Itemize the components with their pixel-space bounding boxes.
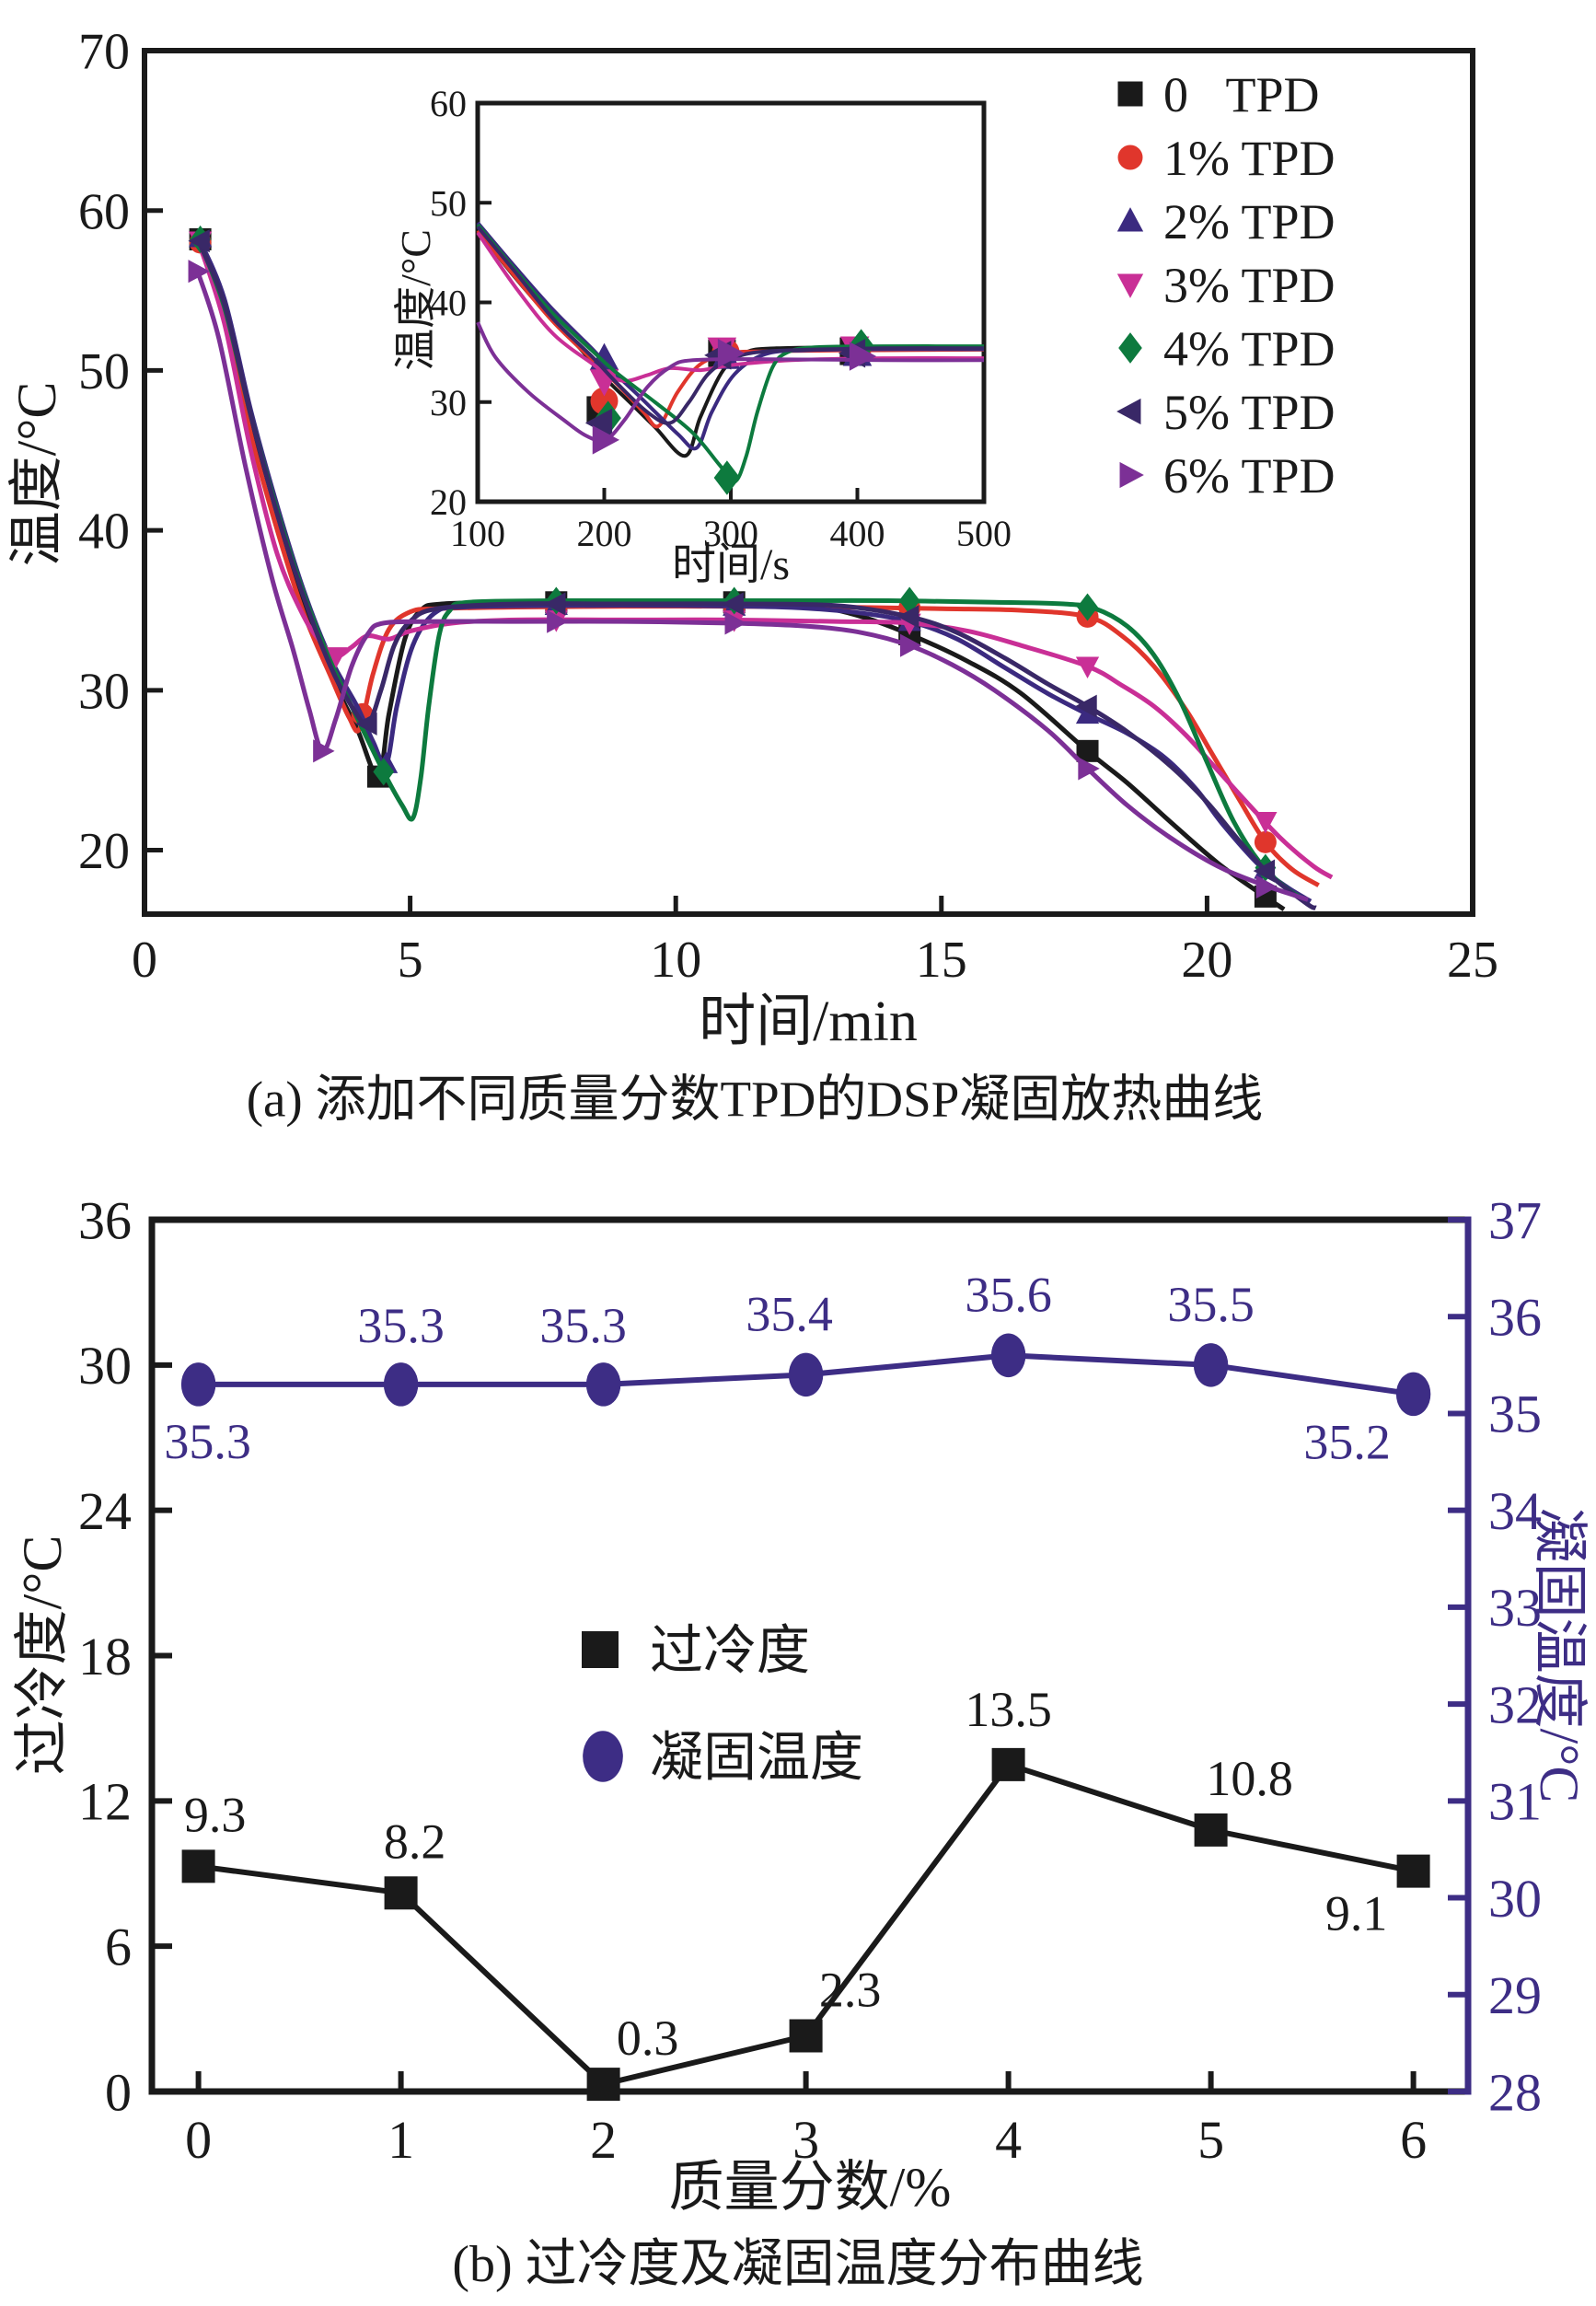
svg-text:2% TPD: 2% TPD: [1163, 194, 1336, 249]
svg-text:50: 50: [78, 343, 130, 400]
svg-text:20: 20: [430, 481, 467, 523]
svg-text:30: 30: [430, 382, 467, 423]
svg-text:35.5: 35.5: [1167, 1277, 1255, 1332]
inset-series: [476, 321, 985, 455]
svg-text:5: 5: [398, 932, 423, 989]
svg-text:1: 1: [387, 2110, 414, 2170]
svg-text:4: 4: [995, 2110, 1022, 2170]
svg-text:32: 32: [1488, 1674, 1542, 1734]
svg-text:31: 31: [1488, 1772, 1542, 1832]
svg-text:35.3: 35.3: [164, 1414, 251, 1469]
svg-text:3% TPD: 3% TPD: [1163, 258, 1336, 313]
svg-text:2: 2: [590, 2110, 617, 2170]
svg-text:50: 50: [430, 182, 467, 224]
svg-text:0.3: 0.3: [617, 2011, 679, 2066]
svg-text:36: 36: [1488, 1288, 1542, 1348]
chart-a-series: [188, 229, 1317, 910]
svg-text:6: 6: [1400, 2110, 1427, 2170]
svg-text:18: 18: [78, 1627, 132, 1686]
svg-text:10.8: 10.8: [1206, 1751, 1293, 1806]
svg-text:500: 500: [956, 513, 1012, 554]
svg-text:29: 29: [1488, 1965, 1542, 2025]
svg-text:过冷度: 过冷度: [650, 1620, 810, 1680]
svg-text:40: 40: [430, 283, 467, 324]
svg-text:70: 70: [78, 24, 130, 81]
svg-text:20: 20: [1181, 932, 1232, 989]
svg-text:凝固温度: 凝固温度: [650, 1727, 863, 1787]
svg-text:100: 100: [450, 513, 505, 554]
svg-text:300: 300: [703, 513, 758, 554]
svg-text:8.2: 8.2: [384, 1814, 446, 1869]
svg-text:40: 40: [78, 504, 130, 561]
svg-text:35.4: 35.4: [746, 1286, 833, 1341]
chart-b-series: 9.3 8.2 0.3 2.3 13.5 10.8 9.1: [181, 1682, 1430, 2102]
chart-a: 0 5 10 15 20 25 20 30 40 50 60 70: [78, 24, 1498, 989]
chart-a-x-axis-label: 时间/min: [699, 991, 918, 1053]
svg-text:35.3: 35.3: [539, 1298, 627, 1353]
svg-text:60: 60: [430, 83, 467, 124]
svg-text:13.5: 13.5: [965, 1682, 1052, 1737]
svg-text:37: 37: [1488, 1190, 1542, 1250]
svg-text:20: 20: [78, 823, 130, 880]
svg-text:2.3: 2.3: [819, 1962, 882, 2017]
svg-text:5: 5: [1197, 2110, 1224, 2170]
chart-b-left-y-axis-label: 过冷度/°C: [12, 1535, 73, 1776]
svg-text:6: 6: [105, 1917, 132, 1976]
svg-text:0: 0: [132, 932, 157, 989]
svg-text:0: 0: [105, 2062, 132, 2122]
svg-text:35.2: 35.2: [1303, 1414, 1391, 1469]
svg-text:34: 34: [1488, 1481, 1542, 1541]
svg-text:0: 0: [185, 2110, 212, 2170]
chart-a-legend: 0 TPD 1% TPD 2% TPD 3% TPD 4% TPD 5% TPD 6% TP…: [1116, 67, 1336, 504]
svg-text:36: 36: [78, 1190, 132, 1250]
svg-text:35: 35: [1488, 1385, 1542, 1444]
svg-text:10: 10: [650, 932, 701, 989]
svg-text:12: 12: [78, 1772, 132, 1832]
inset-x-axis-label: 时间/s: [671, 540, 791, 589]
chart-b-series: 35.3 35.3 35.3 35.4 35.6 35.5 35.2: [164, 1267, 1431, 1469]
svg-text:6% TPD: 6% TPD: [1163, 448, 1336, 504]
svg-text:35.6: 35.6: [965, 1267, 1052, 1322]
svg-text:4% TPD: 4% TPD: [1163, 321, 1336, 377]
chart-inset: 100 200 300 400 500 20 30 40 50 60: [430, 83, 1012, 554]
svg-text:60: 60: [78, 183, 130, 240]
svg-text:30: 30: [78, 663, 130, 720]
chart-b-x-axis-label: 质量分数/%: [668, 2157, 952, 2218]
chart-a-series: [188, 260, 1309, 902]
caption-b: (b) 过冷度及凝固温度分布曲线: [452, 2236, 1144, 2293]
svg-text:24: 24: [78, 1481, 132, 1541]
svg-text:30: 30: [78, 1336, 132, 1396]
chart-a-y-axis-label: 温度/°C: [6, 381, 67, 567]
svg-text:1% TPD: 1% TPD: [1163, 131, 1336, 186]
svg-text:15: 15: [916, 932, 967, 989]
svg-text:9.3: 9.3: [184, 1787, 247, 1842]
svg-text:35.3: 35.3: [357, 1298, 445, 1353]
svg-text:400: 400: [830, 513, 885, 554]
svg-text:5% TPD: 5% TPD: [1163, 385, 1336, 440]
svg-text:30: 30: [1488, 1869, 1542, 1929]
svg-text:3: 3: [792, 2110, 819, 2170]
svg-text:9.1: 9.1: [1325, 1886, 1388, 1941]
chart-b-right-y-axis-label: 凝固温度/°C: [1529, 1507, 1590, 1803]
inset-y-axis-label: 温度/°C: [392, 229, 439, 371]
svg-text:0 TPD: 0 TPD: [1163, 67, 1320, 122]
svg-text:25: 25: [1447, 932, 1498, 989]
svg-text:33: 33: [1488, 1578, 1542, 1638]
svg-text:28: 28: [1488, 2062, 1542, 2122]
svg-text:200: 200: [577, 513, 632, 554]
caption-a: (a) 添加不同质量分数TPD的DSP凝固放热曲线: [246, 1071, 1264, 1128]
